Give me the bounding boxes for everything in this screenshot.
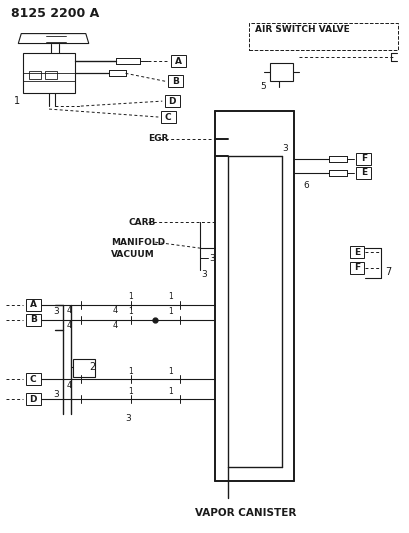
Text: F: F (360, 154, 366, 163)
Text: A: A (174, 57, 181, 66)
Text: 1: 1 (128, 307, 133, 316)
Text: 4: 4 (66, 306, 72, 315)
Text: 3: 3 (53, 307, 59, 316)
Text: 7: 7 (385, 267, 391, 277)
Text: 1: 1 (128, 367, 133, 376)
Text: B: B (30, 315, 36, 324)
Text: E: E (353, 248, 359, 256)
Text: 1: 1 (128, 386, 133, 395)
Text: 1: 1 (167, 386, 172, 395)
Text: E: E (360, 168, 366, 177)
Text: 4: 4 (66, 321, 72, 330)
Text: EGR: EGR (148, 134, 169, 143)
FancyBboxPatch shape (26, 314, 40, 326)
Text: 5: 5 (260, 82, 266, 91)
Text: 4: 4 (113, 321, 118, 330)
FancyBboxPatch shape (167, 75, 182, 87)
Text: D: D (29, 394, 37, 403)
Text: 2: 2 (90, 362, 96, 373)
Bar (29, 71, 41, 79)
Text: A: A (29, 300, 36, 309)
Text: D: D (168, 96, 175, 106)
Text: 4: 4 (113, 306, 118, 315)
Bar (45, 71, 57, 79)
Text: 3: 3 (53, 390, 59, 399)
Text: 1: 1 (167, 307, 172, 316)
Text: VACUUM: VACUUM (110, 249, 154, 259)
Text: 6: 6 (303, 181, 308, 190)
Bar (23, 53, 75, 93)
Text: CARB: CARB (128, 218, 155, 227)
Text: C: C (30, 375, 36, 384)
FancyBboxPatch shape (26, 393, 40, 405)
Bar (73, 359, 94, 377)
FancyBboxPatch shape (170, 55, 185, 67)
Text: C: C (164, 112, 171, 122)
Text: AIR SWITCH VALVE: AIR SWITCH VALVE (254, 25, 348, 34)
FancyBboxPatch shape (26, 373, 40, 385)
Bar (269, 63, 293, 81)
FancyBboxPatch shape (26, 299, 40, 311)
Text: 4: 4 (66, 381, 72, 390)
FancyBboxPatch shape (355, 153, 371, 165)
Text: B: B (171, 77, 178, 86)
Text: MANIFOLD: MANIFOLD (110, 238, 164, 247)
FancyBboxPatch shape (355, 167, 371, 179)
Text: F: F (353, 263, 359, 272)
Text: 3: 3 (209, 254, 214, 263)
Text: 3: 3 (201, 270, 207, 279)
Text: 8125 2200 A: 8125 2200 A (11, 7, 99, 20)
FancyBboxPatch shape (248, 23, 397, 51)
Text: 1: 1 (14, 96, 20, 106)
Text: VAPOR CANISTER: VAPOR CANISTER (195, 508, 296, 518)
Text: 1: 1 (167, 367, 172, 376)
Text: 1: 1 (167, 292, 172, 301)
FancyBboxPatch shape (160, 111, 175, 123)
FancyBboxPatch shape (348, 262, 364, 274)
Text: 3: 3 (125, 415, 131, 423)
Text: 3: 3 (282, 144, 288, 154)
Text: 1: 1 (128, 292, 133, 301)
FancyBboxPatch shape (348, 246, 364, 258)
FancyBboxPatch shape (164, 95, 179, 107)
